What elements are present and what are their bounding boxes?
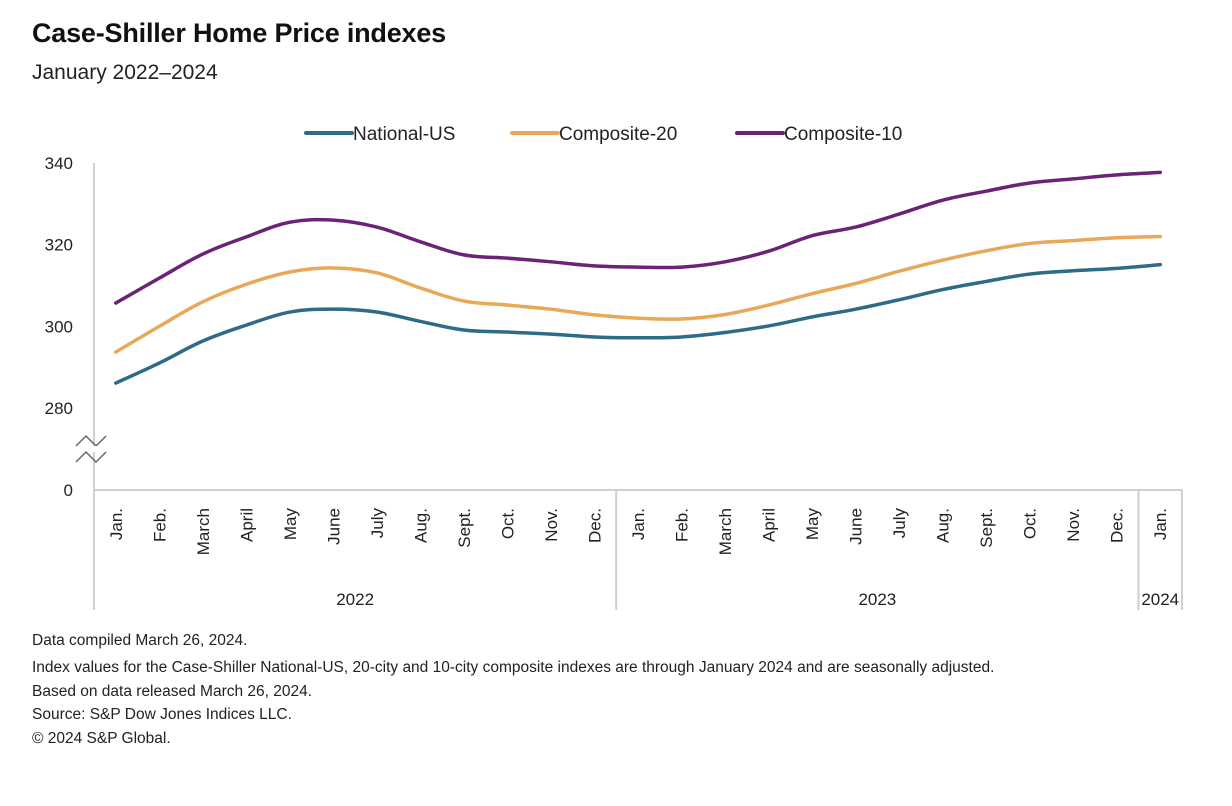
- x-tick-label: April: [237, 508, 256, 542]
- x-tick-label: July: [368, 508, 387, 539]
- x-tick-label: Nov.: [1064, 508, 1083, 542]
- x-tick-label: Feb.: [673, 508, 692, 542]
- legend-label: National-US: [353, 124, 455, 145]
- x-tick-label: Oct.: [1021, 508, 1040, 539]
- series-line-composite-20: [114, 234, 1162, 354]
- chart-subtitle: January 2022–2024: [32, 61, 218, 84]
- footnote-compiled: Data compiled March 26, 2024.: [32, 632, 248, 649]
- x-tick-label: Dec.: [585, 508, 604, 543]
- series-line-composite-10: [114, 170, 1162, 305]
- x-tick-label: March: [194, 508, 213, 555]
- y-tick-label: 280: [45, 399, 73, 418]
- axis-break-icon: [75, 434, 107, 464]
- series-line-national-us: [114, 262, 1162, 385]
- footnote-release: Based on data released March 26, 2024.: [32, 682, 313, 700]
- x-tick-label: Aug.: [411, 508, 430, 543]
- x-tick-label: Jan.: [629, 508, 648, 540]
- y-tick-label: 0: [64, 481, 73, 500]
- x-tick-label: Jan.: [1151, 508, 1170, 540]
- legend-item: Composite-10: [735, 124, 902, 145]
- x-axis: Jan. Feb. March April May June July Aug. Sept. Oc…: [94, 489, 1183, 610]
- year-label: 2024: [1141, 590, 1179, 609]
- legend-label: Composite-20: [559, 124, 677, 145]
- x-tick-label: May: [803, 508, 822, 541]
- footnotes: Data compiled March 26, 2024. Index valu…: [32, 633, 1112, 754]
- footnote-source: Source: S&P Dow Jones Indices LLC.: [32, 706, 292, 723]
- y-tick-label: 300: [45, 317, 73, 336]
- x-tick-label: Dec.: [1108, 508, 1127, 543]
- x-tick-label: Sept.: [455, 508, 474, 548]
- footnote-index-values: Index values for the Case-Shiller Nation…: [32, 658, 995, 676]
- x-tick-label: March: [716, 508, 735, 555]
- x-tick-label: Nov.: [542, 508, 561, 542]
- year-label: 2023: [858, 590, 896, 609]
- year-label: 2022: [336, 590, 374, 609]
- legend: National-US Composite-20 Composite-10: [304, 124, 902, 145]
- x-tick-label: May: [281, 508, 300, 541]
- x-tick-label: June: [324, 508, 343, 545]
- legend-label: Composite-10: [784, 124, 902, 145]
- legend-item: Composite-20: [510, 124, 677, 145]
- y-tick-label: 320: [45, 236, 73, 255]
- x-tick-label: Feb.: [150, 508, 169, 542]
- x-tick-label: Aug.: [934, 508, 953, 543]
- y-axis: 0 280 300 320 340: [45, 154, 107, 610]
- series-lines: [114, 170, 1162, 385]
- x-tick-label: July: [890, 508, 909, 539]
- footnote-copyright: © 2024 S&P Global.: [32, 729, 171, 747]
- legend-item: National-US: [304, 124, 455, 145]
- x-tick-label: Jan.: [107, 508, 126, 540]
- x-tick-label: June: [847, 508, 866, 545]
- y-tick-label: 340: [45, 154, 73, 173]
- x-tick-label: Sept.: [977, 508, 996, 548]
- x-tick-label: April: [760, 508, 779, 542]
- line-chart: National-US Composite-20 Composite-10 0 280…: [45, 124, 1183, 610]
- x-tick-label: Oct.: [498, 508, 517, 539]
- chart-title: Case-Shiller Home Price indexes: [32, 18, 446, 48]
